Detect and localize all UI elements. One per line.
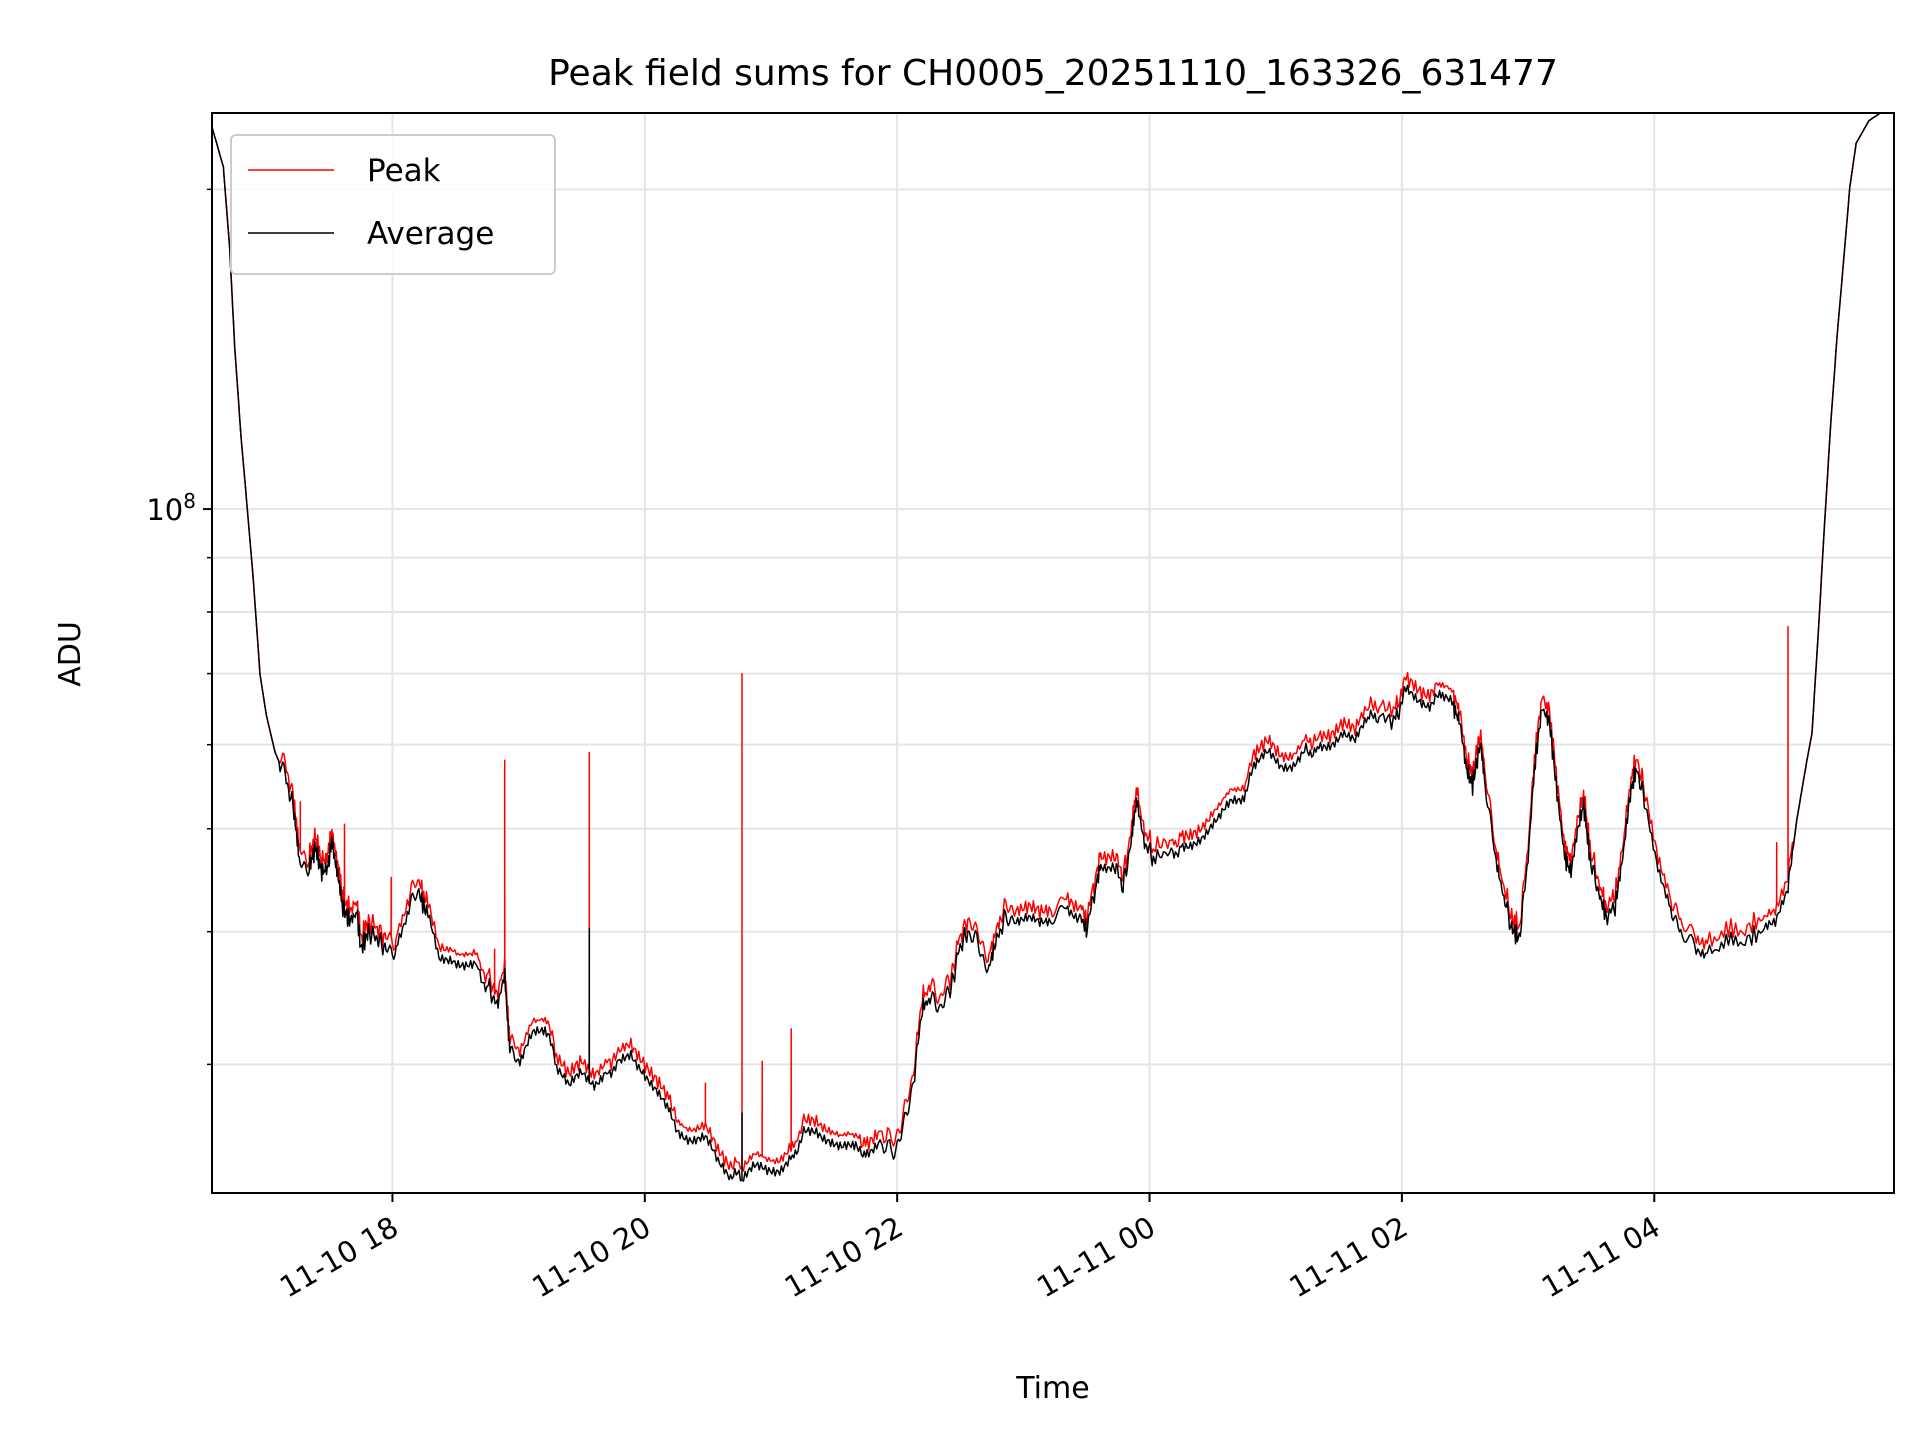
plot-frame xyxy=(211,112,1895,1194)
x-tick-label: 11-11 02 xyxy=(1283,1210,1413,1305)
average-line xyxy=(211,112,1894,1182)
y-axis-label: ADU xyxy=(53,621,88,687)
x-tick-label: 11-10 20 xyxy=(526,1210,656,1305)
x-tick-label: 11-10 22 xyxy=(779,1210,909,1305)
y-axis: 108 xyxy=(146,188,212,1066)
grid xyxy=(212,113,1894,1193)
peak-line xyxy=(211,112,1894,1172)
legend-average-label: Average xyxy=(367,216,494,252)
series xyxy=(211,112,1894,1182)
x-tick-label: 11-11 04 xyxy=(1536,1210,1666,1305)
chart-title: Peak field sums for CH0005_20251110_1633… xyxy=(548,53,1558,94)
x-tick-label: 11-11 00 xyxy=(1031,1210,1161,1305)
x-tick-label: 11-10 18 xyxy=(274,1210,404,1305)
x-axis: 11-10 18 11-10 20 11-10 22 11-11 00 11-11 02… xyxy=(274,1193,1666,1304)
legend: Peak Average xyxy=(230,134,556,275)
y-tick-label: 108 xyxy=(146,489,196,527)
legend-peak-label: Peak xyxy=(367,153,441,189)
x-axis-label: Time xyxy=(1015,1371,1089,1406)
